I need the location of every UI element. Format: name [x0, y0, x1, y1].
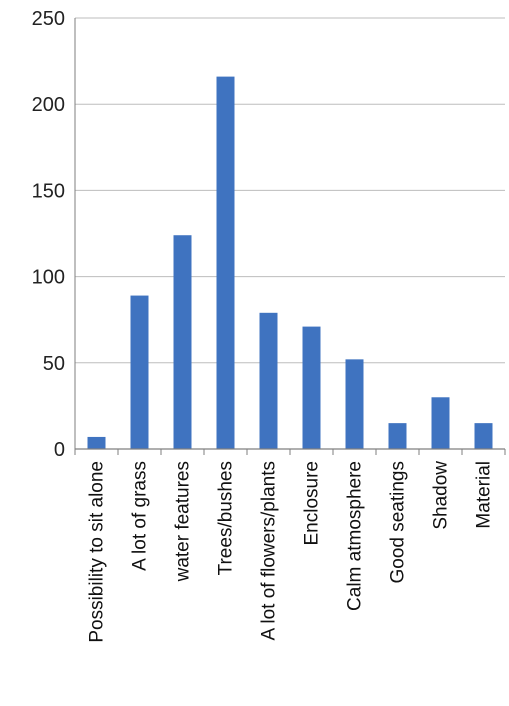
bar [474, 423, 493, 449]
x-tick-label: Shadow [431, 461, 452, 530]
y-tick-label: 50 [43, 353, 65, 375]
y-tick-label: 200 [32, 94, 65, 116]
y-tick-labels: 0 50 100 150 200 250 [32, 8, 65, 461]
y-tick-label: 0 [54, 439, 65, 461]
x-tick-label: water features [173, 461, 194, 582]
x-tick-label: Possibility to sit alone [87, 461, 108, 643]
bar [130, 295, 149, 449]
y-tick-label: 150 [32, 180, 65, 202]
axes [74, 18, 506, 455]
x-tick-label: A lot of flowers/plants [259, 461, 280, 641]
bar [259, 312, 278, 449]
bar [302, 326, 321, 449]
y-tick-label: 250 [32, 8, 65, 30]
x-tick-label: Good seatings [388, 461, 409, 584]
bar [87, 436, 106, 449]
x-tick-label: Enclosure [302, 461, 323, 546]
gridlines [75, 17, 505, 364]
bar [173, 235, 192, 449]
x-tick-label: Trees/bushes [216, 461, 237, 575]
x-tick-label: A lot of grass [130, 461, 151, 571]
bar [345, 359, 364, 449]
bar [216, 76, 235, 449]
bars [87, 76, 493, 449]
x-tick-label: Material [474, 461, 495, 529]
bar [388, 423, 407, 449]
x-tick-label: Calm atmosphere [345, 461, 366, 611]
x-tick-labels: Possibility to sit alone A lot of grass wa… [87, 461, 495, 643]
y-tick-label: 100 [32, 267, 65, 289]
bar [431, 397, 450, 449]
